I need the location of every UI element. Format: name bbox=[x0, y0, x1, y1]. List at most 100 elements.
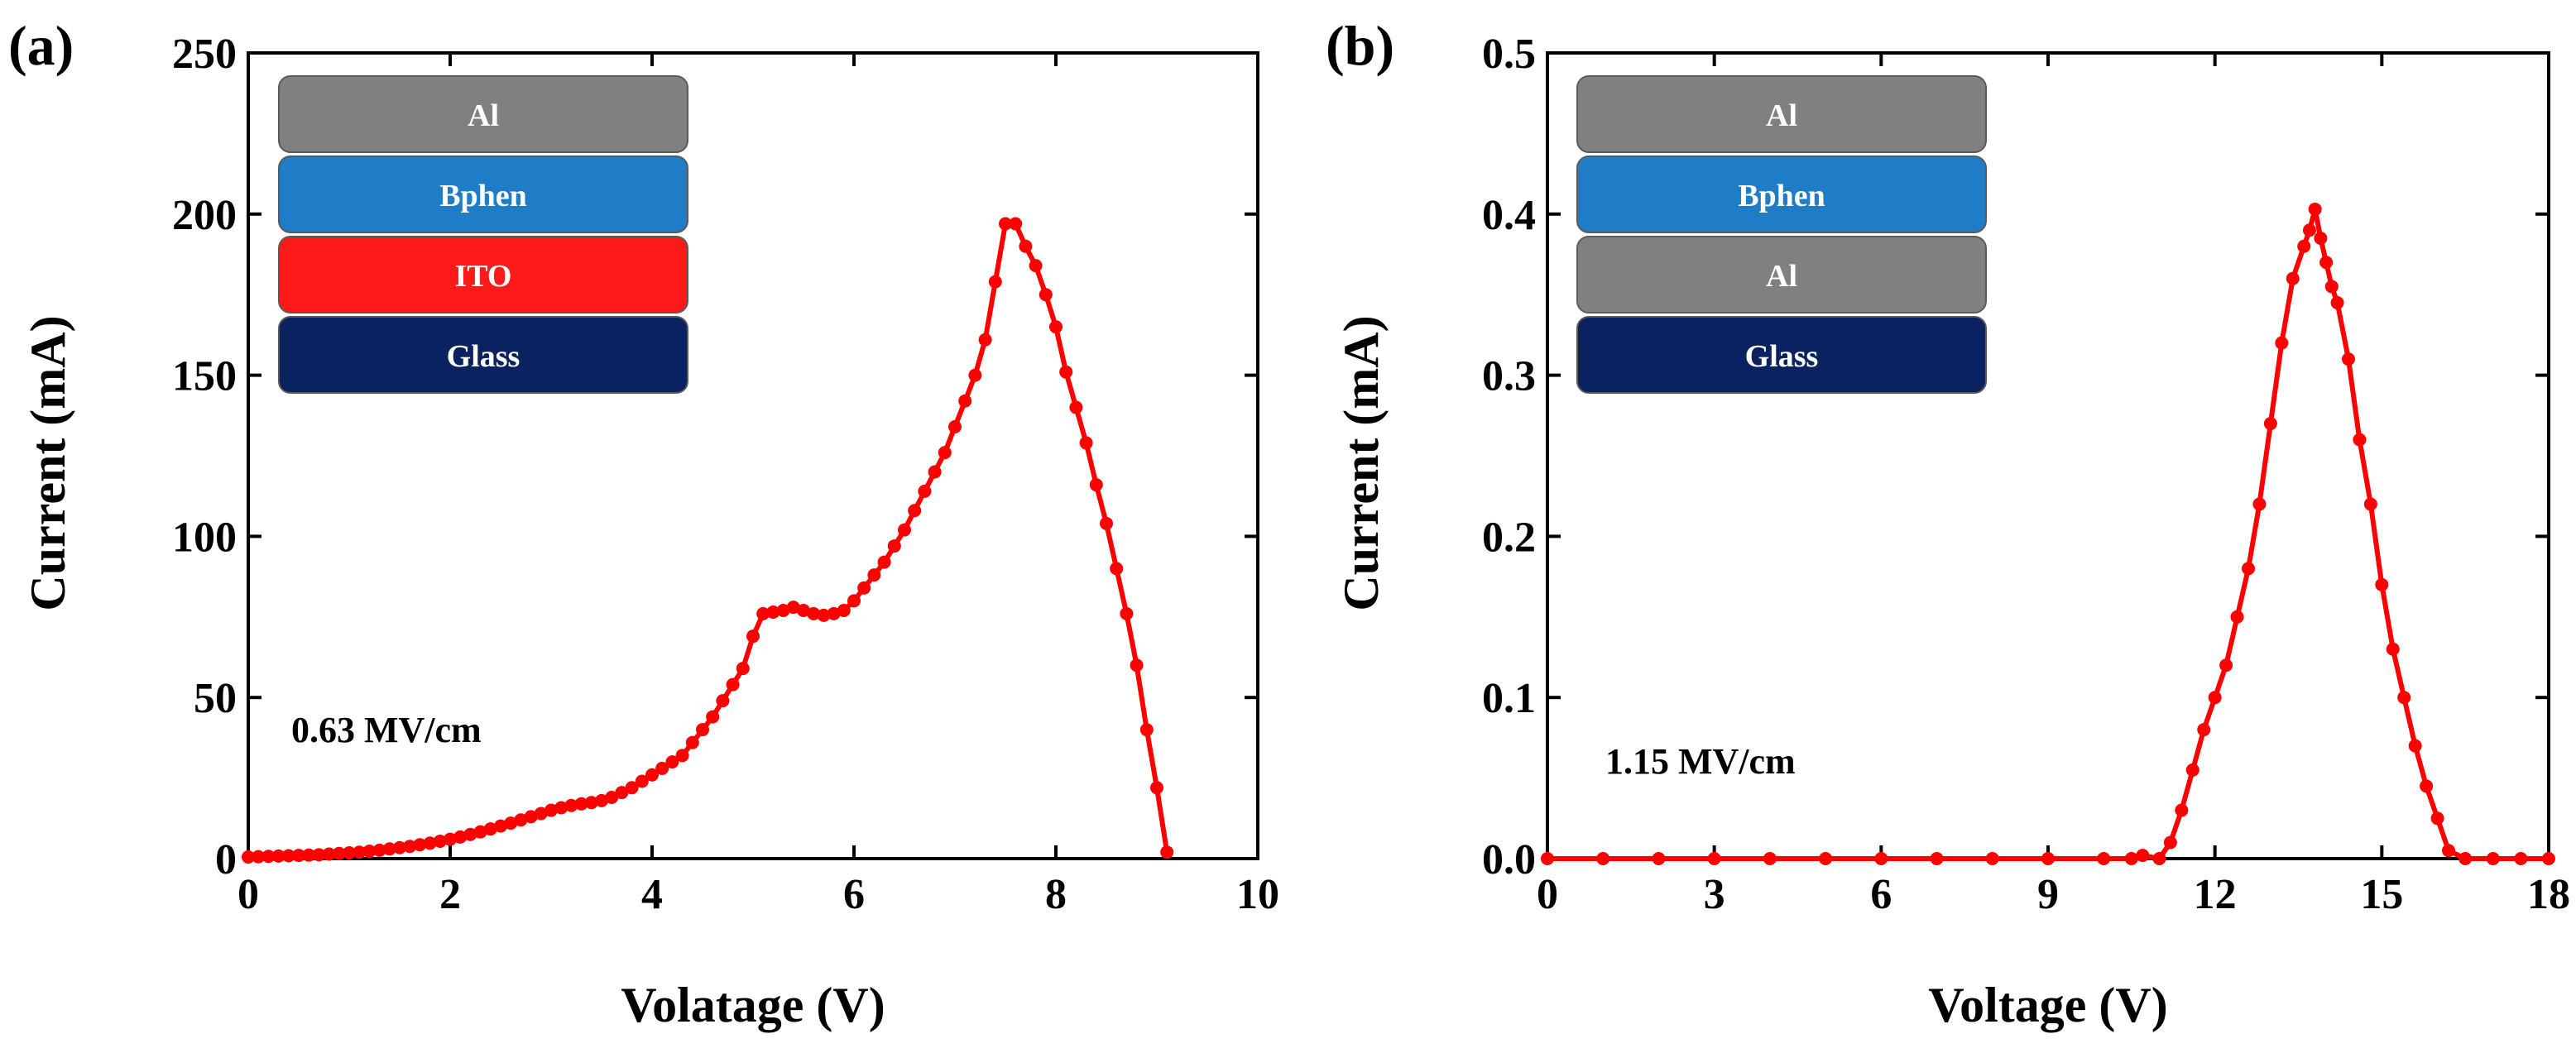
data-point bbox=[2408, 739, 2422, 753]
data-point bbox=[817, 608, 831, 622]
data-point bbox=[847, 594, 861, 608]
data-point bbox=[1079, 436, 1093, 450]
device-stack-b: Al Bphen Al Glass bbox=[1576, 75, 1987, 394]
data-point bbox=[2136, 849, 2150, 863]
data-point bbox=[1100, 516, 1113, 530]
data-point bbox=[2208, 691, 2222, 705]
stack-layer-2 bbox=[278, 236, 688, 314]
data-point bbox=[382, 842, 396, 856]
y-tick-label: 0.1 bbox=[1482, 675, 1536, 722]
data-point bbox=[2324, 280, 2339, 294]
field-annotation-b: 1.15 MV/cm bbox=[1605, 741, 1796, 782]
data-point bbox=[302, 848, 316, 862]
data-point bbox=[2219, 658, 2233, 672]
data-point bbox=[837, 604, 851, 618]
data-point bbox=[2230, 610, 2244, 624]
y-tick-label: 250 bbox=[172, 31, 237, 78]
data-point bbox=[766, 605, 780, 619]
stack-layer-label: Al bbox=[1766, 259, 1797, 294]
data-point bbox=[2242, 562, 2255, 576]
data-point bbox=[1130, 658, 1144, 672]
stack-layer-1 bbox=[1576, 156, 1987, 233]
data-point bbox=[726, 677, 740, 692]
data-point bbox=[2442, 844, 2455, 858]
data-point bbox=[584, 796, 598, 810]
y-tick-label: 0.0 bbox=[1482, 836, 1536, 883]
x-tick-label: 12 bbox=[2194, 871, 2237, 918]
data-point bbox=[2319, 256, 2334, 270]
data-point bbox=[2124, 852, 2138, 865]
data-point bbox=[706, 710, 720, 724]
data-point bbox=[554, 801, 568, 815]
data-point bbox=[2542, 852, 2555, 865]
data-point bbox=[403, 840, 417, 854]
data-point bbox=[2275, 336, 2289, 350]
data-point bbox=[1160, 845, 1174, 859]
data-point bbox=[343, 845, 356, 859]
y-tick-label: 0.4 bbox=[1482, 192, 1536, 239]
data-point bbox=[827, 606, 841, 620]
data-point bbox=[655, 761, 669, 775]
data-point bbox=[332, 846, 346, 860]
data-point bbox=[1596, 852, 1610, 865]
data-point bbox=[807, 606, 821, 620]
data-point bbox=[483, 822, 497, 836]
stack-layer-label: ITO bbox=[454, 259, 511, 294]
y-tick-label: 0.3 bbox=[1482, 353, 1536, 400]
stack-layer-3 bbox=[1576, 316, 1987, 394]
data-point bbox=[2041, 852, 2055, 865]
data-point bbox=[2420, 779, 2434, 793]
stack-layer-0 bbox=[278, 75, 688, 153]
data-point bbox=[1039, 288, 1053, 302]
data-point bbox=[2185, 763, 2199, 777]
stack-layer-label: Glass bbox=[447, 339, 520, 374]
stack-layer-2 bbox=[1576, 236, 1987, 314]
data-point bbox=[1819, 852, 1833, 865]
panel-b: (b) Al Bphen Al Glass 0 3 6 9 12 15 18 0.0 0.1 0.2 0.… bbox=[1326, 14, 2570, 1032]
data-point bbox=[2163, 835, 2177, 850]
data-point bbox=[938, 446, 952, 460]
panel-label-b: (b) bbox=[1326, 14, 1394, 77]
data-point bbox=[564, 798, 578, 812]
x-axis-title-b: Voltage (V) bbox=[1928, 978, 2167, 1032]
data-point bbox=[473, 825, 487, 839]
data-point bbox=[797, 604, 810, 618]
data-point bbox=[252, 850, 266, 864]
data-point bbox=[1120, 606, 1134, 620]
data-point bbox=[494, 819, 507, 833]
data-point bbox=[1541, 852, 1554, 865]
data-point bbox=[736, 662, 750, 676]
y-tick-label: 0.5 bbox=[1482, 31, 1536, 78]
data-point bbox=[524, 810, 538, 824]
x-tick-label: 15 bbox=[2360, 871, 2403, 918]
data-point bbox=[1150, 781, 1163, 795]
y-tick-label: 0.2 bbox=[1482, 514, 1536, 561]
plot-area-b: 0 3 6 9 12 15 18 0.0 0.1 0.2 0.3 0.4 0.5 bbox=[1482, 31, 2570, 918]
x-tick-label: 6 bbox=[1870, 871, 1892, 918]
x-tick-label: 18 bbox=[2527, 871, 2570, 918]
data-point bbox=[1874, 852, 1888, 865]
data-point bbox=[2514, 852, 2528, 865]
data-point bbox=[1652, 852, 1666, 865]
stack-layer-label: Bphen bbox=[1738, 179, 1825, 213]
data-point bbox=[1069, 400, 1083, 414]
data-point bbox=[2302, 223, 2316, 237]
y-axis-title-a: Current (mA) bbox=[21, 315, 75, 610]
data-point bbox=[1009, 217, 1023, 231]
stack-layer-3 bbox=[278, 316, 688, 394]
y-tick-label: 100 bbox=[172, 514, 237, 561]
data-point bbox=[877, 555, 891, 569]
data-point bbox=[625, 781, 639, 795]
data-point bbox=[574, 797, 588, 811]
data-point bbox=[746, 629, 760, 644]
data-point bbox=[2308, 202, 2322, 216]
data-point bbox=[372, 843, 386, 857]
data-point bbox=[716, 694, 730, 708]
x-tick-label: 4 bbox=[641, 871, 663, 918]
data-point bbox=[2097, 852, 2111, 865]
data-point bbox=[908, 504, 922, 518]
data-point bbox=[1930, 852, 1944, 865]
